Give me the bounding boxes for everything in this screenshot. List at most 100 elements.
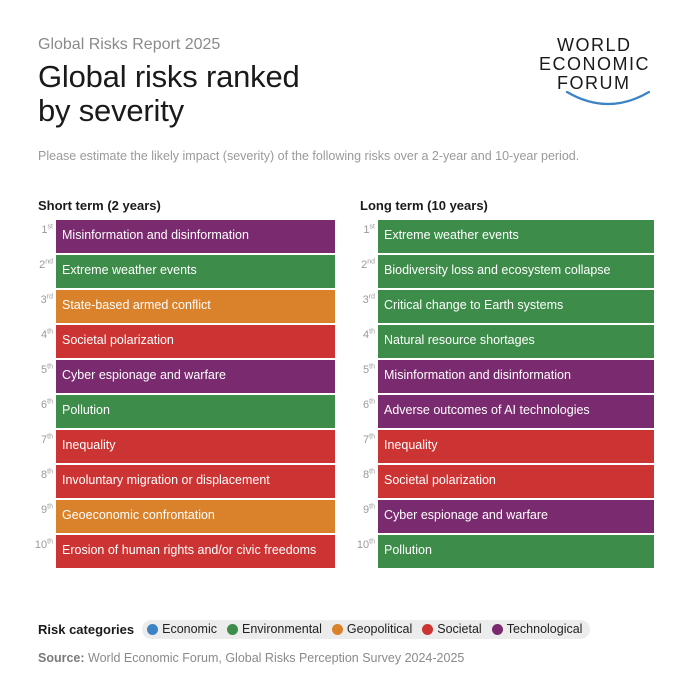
risk-bar: Cyber espionage and warfare bbox=[56, 360, 335, 393]
risk-categories-legend: Risk categories Economic Environmental Geo… bbox=[38, 619, 591, 639]
rank-number: 3rd bbox=[31, 293, 53, 306]
rank-suffix: th bbox=[47, 538, 53, 546]
rank-suffix: th bbox=[369, 468, 375, 476]
risk-bar: Pollution bbox=[378, 535, 654, 568]
rank-suffix: th bbox=[47, 503, 53, 511]
rank-suffix: th bbox=[47, 468, 53, 476]
legend-item-label: Technological bbox=[506, 622, 583, 636]
legend-item-label: Environmental bbox=[242, 622, 322, 636]
rank-value: 7 bbox=[363, 434, 370, 446]
risk-bar: Misinformation and disinformation bbox=[56, 220, 335, 253]
long-term-heading: Long term (10 years) bbox=[360, 198, 488, 213]
risk-bar: Societal polarization bbox=[56, 325, 335, 358]
risk-bar: Inequality bbox=[56, 430, 335, 463]
legend-item: Technological bbox=[491, 622, 583, 636]
legend-label: Risk categories bbox=[38, 621, 135, 637]
risk-bar: Natural resource shortages bbox=[378, 325, 654, 358]
rank-suffix: th bbox=[47, 398, 53, 406]
rank-suffix: th bbox=[369, 503, 375, 511]
source-label: Source: bbox=[38, 651, 85, 665]
legend-items: Economic Environmental Geopolitical Societa… bbox=[142, 619, 591, 639]
rank-value: 3 bbox=[40, 294, 47, 306]
rank-number: 4th bbox=[31, 328, 53, 341]
rank-suffix: nd bbox=[45, 258, 53, 266]
logo-line-2: ECONOMIC bbox=[539, 54, 650, 74]
risk-bar: State-based armed conflict bbox=[56, 290, 335, 323]
rank-value: 10 bbox=[356, 539, 370, 551]
rank-number: 3rd bbox=[353, 293, 375, 306]
rank-suffix: rd bbox=[368, 293, 375, 301]
rank-suffix: th bbox=[47, 363, 53, 371]
legend-item: Geopolitical bbox=[331, 622, 413, 636]
legend-dot-icon bbox=[227, 623, 238, 635]
legend-item-label: Geopolitical bbox=[346, 622, 413, 636]
risk-bar: Inequality bbox=[378, 430, 654, 463]
rank-number: 9th bbox=[31, 503, 53, 516]
rank-value: 4 bbox=[363, 329, 370, 341]
rank-number: 8th bbox=[353, 468, 375, 481]
legend-item: Societal bbox=[422, 622, 482, 636]
rank-suffix: rd bbox=[46, 293, 53, 301]
rank-value: 5 bbox=[363, 364, 370, 376]
page-subtitle: Please estimate the likely impact (sever… bbox=[38, 149, 580, 163]
rank-value: 2 bbox=[361, 259, 368, 271]
rank-number: 5th bbox=[31, 363, 53, 376]
report-kicker: Global Risks Report 2025 bbox=[38, 36, 221, 53]
rank-suffix: th bbox=[369, 398, 375, 406]
rank-number: 6th bbox=[31, 398, 53, 411]
logo-line-1: WORLD bbox=[557, 35, 632, 55]
rank-value: 1 bbox=[41, 224, 48, 236]
legend-dot-icon bbox=[491, 623, 503, 635]
risk-bar: Cyber espionage and warfare bbox=[378, 500, 654, 533]
rank-suffix: th bbox=[369, 538, 375, 546]
rank-value: 1 bbox=[363, 224, 370, 236]
risk-bar: Misinformation and disinformation bbox=[378, 360, 654, 393]
legend-item: Environmental bbox=[227, 622, 322, 636]
rank-number: 2nd bbox=[353, 258, 375, 271]
legend-item-label: Societal bbox=[437, 622, 482, 636]
risk-bar: Involuntary migration or displacement bbox=[56, 465, 335, 498]
rank-value: 10 bbox=[34, 539, 48, 551]
source-note: Source: World Economic Forum, Global Ris… bbox=[38, 651, 464, 665]
risk-bar: Geoeconomic confrontation bbox=[56, 500, 335, 533]
rank-value: 8 bbox=[363, 469, 370, 481]
rank-suffix: th bbox=[369, 433, 375, 441]
rank-number: 1st bbox=[353, 223, 375, 236]
legend-dot-icon bbox=[422, 623, 434, 635]
rank-suffix: th bbox=[369, 328, 375, 336]
wef-logo: WORLD ECONOMIC FORUM bbox=[535, 36, 675, 116]
risk-bar: Critical change to Earth systems bbox=[378, 290, 654, 323]
rank-value: 6 bbox=[363, 399, 370, 411]
legend-dot-icon bbox=[331, 623, 343, 635]
rank-suffix: th bbox=[47, 433, 53, 441]
risk-bar: Erosion of human rights and/or civic fre… bbox=[56, 535, 335, 568]
risk-bar: Adverse outcomes of AI technologies bbox=[378, 395, 654, 428]
legend-dot-icon bbox=[147, 623, 159, 635]
rank-number: 1st bbox=[31, 223, 53, 236]
rank-value: 5 bbox=[41, 364, 48, 376]
rank-suffix: nd bbox=[367, 258, 375, 266]
rank-value: 8 bbox=[41, 469, 48, 481]
rank-number: 7th bbox=[353, 433, 375, 446]
rank-suffix: st bbox=[369, 223, 375, 231]
page-title-line-2: by severity bbox=[38, 93, 184, 128]
logo-line-3: FORUM bbox=[557, 73, 631, 93]
risk-bar: Societal polarization bbox=[378, 465, 654, 498]
rank-number: 4th bbox=[353, 328, 375, 341]
rank-number: 8th bbox=[31, 468, 53, 481]
rank-suffix: th bbox=[47, 328, 53, 336]
rank-number: 6th bbox=[353, 398, 375, 411]
risk-bar: Extreme weather events bbox=[378, 220, 654, 253]
rank-value: 3 bbox=[362, 294, 369, 306]
legend-item-label: Economic bbox=[162, 622, 217, 636]
rank-number: 10th bbox=[353, 538, 375, 551]
rank-number: 7th bbox=[31, 433, 53, 446]
page-title-line-1: Global risks ranked bbox=[38, 59, 300, 94]
risk-bar: Pollution bbox=[56, 395, 335, 428]
rank-value: 4 bbox=[41, 329, 48, 341]
source-text: World Economic Forum, Global Risks Perce… bbox=[84, 651, 465, 665]
legend-item: Economic bbox=[147, 622, 217, 636]
risk-bar: Biodiversity loss and ecosystem collapse bbox=[378, 255, 654, 288]
logo-arc-icon bbox=[565, 90, 651, 106]
risk-bar: Extreme weather events bbox=[56, 255, 335, 288]
